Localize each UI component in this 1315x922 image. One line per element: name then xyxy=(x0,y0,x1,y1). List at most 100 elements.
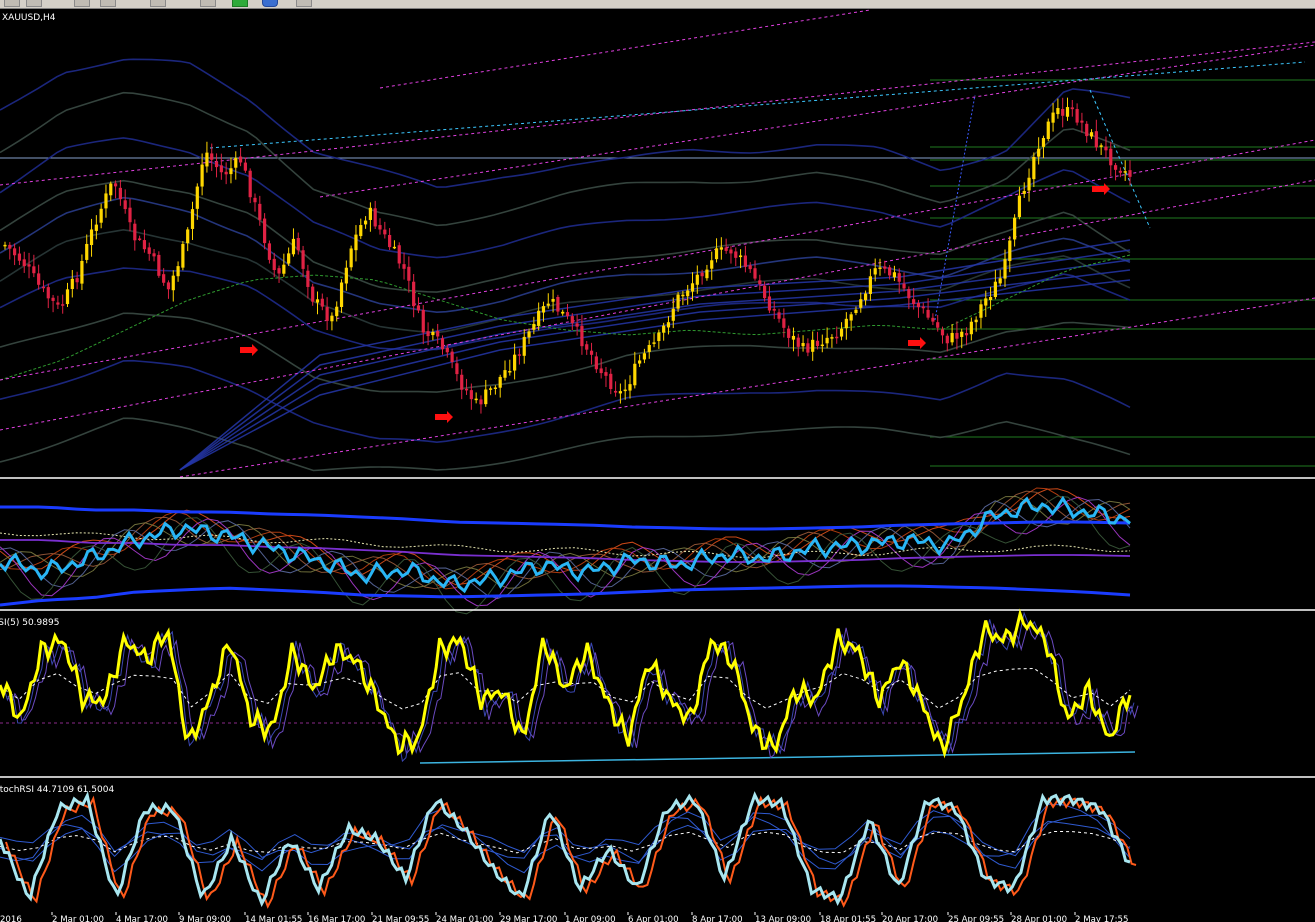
candle-body xyxy=(363,220,368,225)
toolbar-button[interactable] xyxy=(150,0,166,7)
candlestick xyxy=(123,189,127,214)
candlestick xyxy=(397,242,401,269)
candlestick xyxy=(37,264,41,290)
candlestick xyxy=(820,334,824,353)
toolbar-button[interactable] xyxy=(200,0,216,7)
candlestick xyxy=(460,369,464,400)
candlestick xyxy=(234,151,238,180)
candlestick xyxy=(359,218,363,239)
candle-body xyxy=(238,156,243,163)
candle-body xyxy=(315,299,320,303)
candlestick xyxy=(541,301,546,322)
time-axis-background xyxy=(0,912,1315,922)
candle-body xyxy=(440,338,445,350)
candle-body xyxy=(421,309,425,333)
candle-body xyxy=(450,351,454,363)
candle-body xyxy=(657,332,661,342)
candle-body xyxy=(517,354,522,356)
price-chart-panel[interactable]: XAUUSD,H4 xyxy=(0,9,1315,479)
candlestick xyxy=(277,265,281,283)
candle-body xyxy=(1109,148,1113,166)
candle-body xyxy=(263,218,267,244)
candlestick xyxy=(455,356,459,382)
candle-body xyxy=(570,316,574,324)
candle-body xyxy=(330,315,334,322)
candle-body xyxy=(811,339,815,352)
time-tick-label: 20 Apr 17:00 xyxy=(882,915,938,922)
candlestick xyxy=(104,184,108,218)
candle-body xyxy=(729,249,733,254)
candlestick xyxy=(517,348,522,365)
candlestick xyxy=(464,378,469,395)
candlestick xyxy=(628,375,632,399)
envelope-band-line xyxy=(0,267,1131,351)
navigator-icon[interactable] xyxy=(262,0,278,7)
toolbar-button[interactable] xyxy=(26,0,42,7)
candlestick xyxy=(912,287,916,310)
candlestick xyxy=(8,242,12,260)
candle-body xyxy=(546,303,550,306)
candlestick xyxy=(392,240,397,250)
toolbar-button[interactable] xyxy=(4,0,20,7)
candlestick xyxy=(190,201,195,241)
candlestick xyxy=(796,333,800,357)
candlestick xyxy=(532,316,536,335)
candlestick xyxy=(291,228,296,257)
candlestick xyxy=(931,313,935,326)
candle-body xyxy=(335,306,339,317)
add-icon[interactable] xyxy=(232,0,248,7)
candlestick xyxy=(306,264,310,299)
time-tick-label: 29 Mar 17:00 xyxy=(500,915,557,922)
candle-body xyxy=(767,296,772,311)
candlestick xyxy=(686,284,690,305)
candle-body xyxy=(1061,108,1065,116)
candlestick xyxy=(998,269,1002,287)
candlestick xyxy=(450,348,454,369)
candlestick xyxy=(878,258,882,276)
time-tick-label: Feb 2016 xyxy=(0,915,22,922)
time-tick-label: 18 Apr 01:55 xyxy=(820,915,876,922)
oscillator-panel[interactable] xyxy=(0,487,1315,615)
toolbar-button[interactable] xyxy=(74,0,90,7)
channel-line xyxy=(0,139,1315,381)
candle-body xyxy=(1118,170,1122,173)
candlestick xyxy=(171,270,175,302)
chart-canvas: XAUUSD,H4 RSI(5) 50.9895 StochRSI 44.710… xyxy=(0,9,1315,922)
candlestick xyxy=(416,297,421,314)
candlestick xyxy=(253,193,257,212)
candle-body xyxy=(85,243,89,260)
trend-line xyxy=(1089,89,1151,229)
candle-body xyxy=(133,223,137,241)
candle-body xyxy=(296,238,300,251)
toolbar-button[interactable] xyxy=(100,0,116,7)
candle-body xyxy=(681,294,685,297)
candlestick xyxy=(1041,135,1046,159)
candlestick xyxy=(618,383,622,404)
candle-body xyxy=(291,238,296,255)
candle-body xyxy=(916,302,921,308)
candlestick xyxy=(301,245,305,278)
candle-body xyxy=(1094,131,1098,148)
candlestick xyxy=(138,235,142,241)
chart-title: XAUUSD,H4 xyxy=(2,13,56,23)
candle-body xyxy=(662,325,666,333)
rsi-panel[interactable]: RSI(5) 50.9895 xyxy=(0,608,1315,778)
candle-body xyxy=(878,267,882,269)
candle-body xyxy=(460,374,464,390)
candlestick xyxy=(248,168,252,204)
candlestick xyxy=(229,157,233,184)
candlestick xyxy=(763,281,767,302)
candle-body xyxy=(61,304,65,306)
candle-body xyxy=(969,321,973,335)
candlestick xyxy=(1032,152,1036,188)
candlestick xyxy=(238,147,243,167)
envelope-band-line xyxy=(179,259,1131,471)
candlestick xyxy=(758,274,762,291)
candle-body xyxy=(113,183,118,187)
candlestick xyxy=(580,315,584,355)
stochrsi-panel[interactable]: StochRSI 44.7109 61.5004 xyxy=(0,785,1137,909)
time-tick-label: 13 Apr 09:00 xyxy=(755,915,811,922)
toolbar-button[interactable] xyxy=(296,0,312,7)
time-axis: Feb 2016 2 Mar 01:00 4 Mar 17:00 9 Mar 09:0… xyxy=(0,912,1315,922)
candle-body xyxy=(835,336,839,339)
